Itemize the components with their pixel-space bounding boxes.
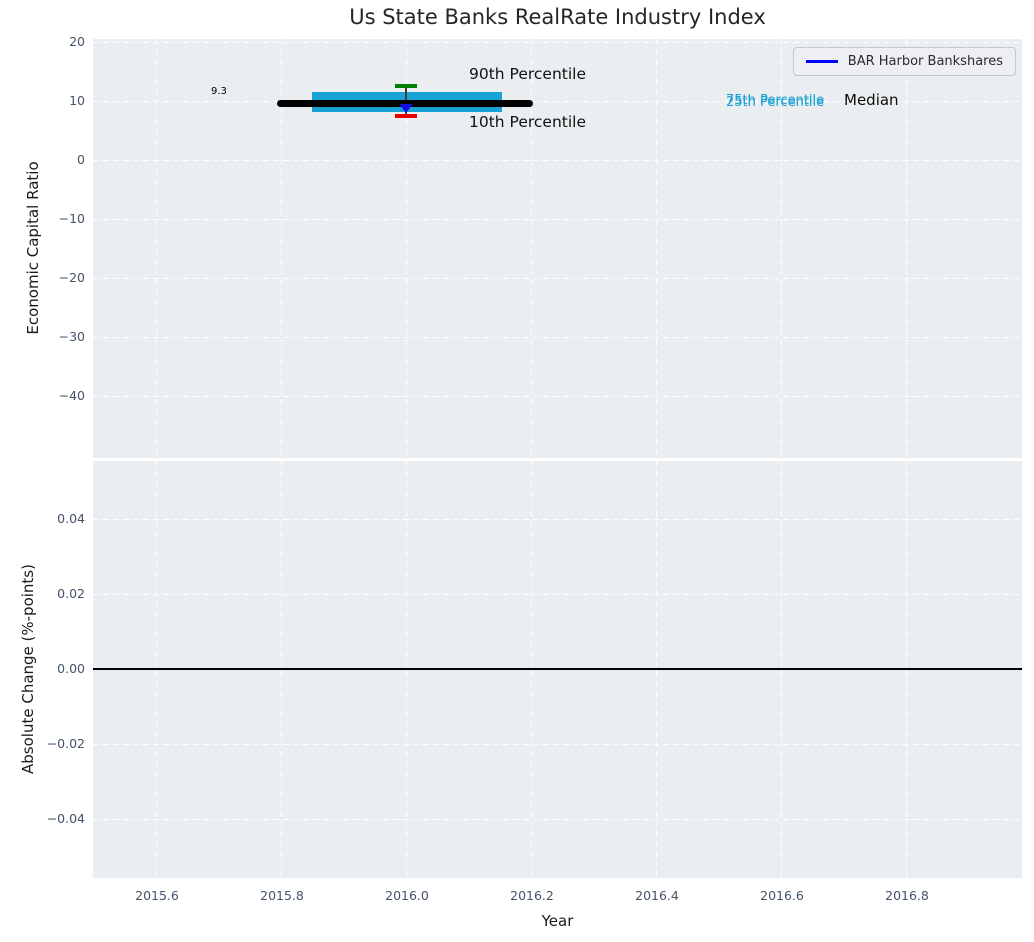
chart-title: Us State Banks RealRate Industry Index [349, 5, 766, 29]
gridline-horizontal [93, 160, 1022, 161]
company-triangle-marker [399, 104, 413, 113]
gridline-horizontal [93, 101, 1022, 102]
legend: BAR Harbor Bankshares [792, 47, 1016, 76]
gridline-vertical [531, 39, 532, 458]
p10-whisker-cap [395, 114, 417, 118]
gridline-vertical [781, 39, 782, 458]
p25-label: 25th Percentile [726, 95, 825, 110]
ytick-label: 0.00 [57, 661, 85, 676]
gridline-horizontal [93, 219, 1022, 220]
gridline-horizontal [93, 594, 1022, 595]
ytick-label: −0.02 [46, 736, 85, 751]
xtick-label: 2016.6 [760, 888, 804, 903]
ytick-label: −20 [58, 270, 85, 285]
xtick-label: 2016.0 [385, 888, 429, 903]
p90-whisker-cap [395, 84, 417, 88]
ytick-label: 0 [77, 152, 85, 167]
p10-label: 10th Percentile [469, 113, 587, 131]
gridline-horizontal [93, 337, 1022, 338]
xtick-label: 2016.2 [510, 888, 554, 903]
ytick-label: 20 [69, 34, 85, 49]
median-label: Median [844, 91, 899, 109]
top-plot-area: 9.3 90th Percentile 10th Percentile 75th… [93, 39, 1022, 458]
xtick-label: 2016.4 [635, 888, 679, 903]
gridline-horizontal [93, 819, 1022, 820]
bottom-y-axis-label: Absolute Change (%-points) [19, 564, 37, 774]
median-value-label: 9.3 [211, 86, 227, 97]
legend-line-sample [805, 60, 838, 63]
top-y-axis-label: Economic Capital Ratio [24, 161, 42, 335]
p90-label: 90th Percentile [469, 65, 587, 83]
gridline-vertical [281, 39, 282, 458]
zero-reference-line [93, 668, 1022, 670]
ytick-label: 0.02 [57, 586, 85, 601]
ytick-label: −10 [58, 211, 85, 226]
gridline-vertical [656, 39, 657, 458]
legend-label: BAR Harbor Bankshares [847, 54, 1003, 69]
gridline-horizontal [93, 519, 1022, 520]
ytick-label: 0.04 [57, 511, 85, 526]
gridline-horizontal [93, 744, 1022, 745]
xtick-label: 2015.6 [135, 888, 179, 903]
gridline-horizontal [93, 278, 1022, 279]
xtick-label: 2016.8 [885, 888, 929, 903]
p75-label: 75th Percentile [726, 93, 825, 108]
gridline-vertical [906, 39, 907, 458]
ytick-label: −40 [58, 388, 85, 403]
ytick-label: −30 [58, 329, 85, 344]
gridline-horizontal [93, 42, 1022, 43]
gridline-vertical [406, 39, 407, 458]
ytick-label: −0.04 [46, 811, 85, 826]
median-line [277, 100, 533, 107]
gridline-horizontal [93, 396, 1022, 397]
bottom-plot-area [93, 461, 1022, 878]
gridline-vertical [156, 39, 157, 458]
xtick-label: 2015.8 [260, 888, 304, 903]
x-axis-label: Year [541, 912, 574, 930]
ytick-label: 10 [69, 93, 85, 108]
